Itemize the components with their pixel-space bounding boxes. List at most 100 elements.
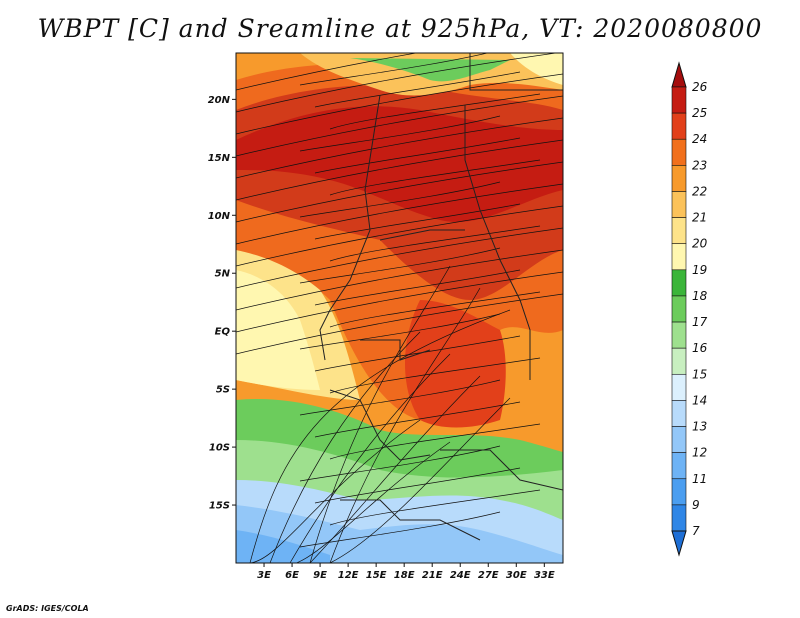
colorbar-label: 17: [692, 315, 708, 329]
colorbar-label: 23: [692, 158, 707, 172]
colorbar-label: 20: [692, 237, 708, 251]
colorbar-label: 9: [692, 498, 700, 512]
streamline: [314, 335, 521, 372]
streamline: [329, 291, 541, 328]
lon-tick-label: 21E: [422, 570, 443, 581]
streamline: [314, 269, 521, 306]
streamline: [314, 203, 521, 240]
streamline: [299, 53, 489, 86]
lat-tick-label: EQ: [215, 327, 231, 338]
footer-credit: GrADS: IGES/COLA: [6, 604, 89, 613]
colorbar-label: 12: [692, 446, 707, 460]
colorbar-box: [671, 86, 687, 114]
colorbar-label: 16: [692, 341, 708, 355]
streamline: [236, 73, 563, 135]
lon-tick-label: 33E: [534, 570, 555, 581]
colorbar-min-arrow: [671, 530, 687, 557]
lon-tick-label: 9E: [313, 570, 327, 581]
streamline: [309, 375, 481, 563]
latitude-axis: 20N 15N 10N 5N EQ 5S 10S 15S: [208, 95, 236, 512]
streamline: [236, 117, 563, 179]
colorbar-label: 26: [692, 80, 708, 94]
colorbar-box: [671, 165, 687, 192]
streamline: [236, 95, 563, 157]
colorbar-box: [671, 295, 687, 323]
streamline: [236, 161, 563, 223]
streamline: [314, 71, 521, 108]
lon-tick-label: 18E: [394, 570, 415, 581]
lat-tick-label: 15N: [208, 153, 231, 164]
lon-tick-label: 24E: [450, 570, 471, 581]
lon-tick-label: 6E: [285, 570, 299, 581]
colorbar-box: [671, 478, 687, 506]
lat-tick-label: 15S: [209, 501, 230, 512]
colorbar-box: [671, 400, 687, 427]
streamline: [329, 225, 541, 262]
lat-tick-label: 20N: [208, 95, 231, 106]
lon-tick-label: 12E: [338, 570, 359, 581]
streamline: [329, 397, 511, 563]
colorbar-box: [671, 321, 687, 349]
streamline: [236, 53, 559, 113]
colorbar-box: [671, 138, 687, 166]
lat-tick-label: 5S: [216, 385, 230, 396]
colorbar-box: [671, 269, 687, 297]
colorbar-label: 14: [692, 393, 707, 407]
colorbar-label: 7: [692, 524, 700, 538]
streamline: [270, 441, 451, 563]
streamline: [329, 159, 541, 196]
lon-tick-label: 3E: [257, 570, 271, 581]
colorbar-max-arrow: [671, 61, 687, 88]
lat-tick-label: 10N: [208, 211, 231, 222]
colorbar: 7 9 11 12 13 14 15 16 17 18 19 20 21 22 23 24 25 26: [671, 61, 708, 557]
colorbar-box: [671, 373, 687, 401]
wbpt-field: [236, 53, 563, 563]
streamline: [236, 53, 419, 91]
longitude-axis: 3E 6E 9E 12E 15E 18E 21E 24E 27E 30E 33E: [257, 563, 555, 581]
colorbar-box: [671, 217, 687, 245]
streamline: [299, 379, 501, 416]
streamlines: [236, 53, 563, 563]
map-title: WBPT [C] and Sreamline at 925hPa, VT: 20…: [37, 14, 763, 43]
streamline: [289, 353, 451, 563]
colorbar-box: [671, 347, 687, 375]
streamline: [236, 205, 563, 267]
country-borders: [319, 53, 563, 541]
streamline: [299, 511, 501, 548]
streamline: [236, 249, 563, 311]
colorbar-label: 25: [692, 106, 707, 120]
streamline: [236, 227, 563, 289]
streamline: [329, 489, 541, 526]
colorbar-label: 24: [692, 132, 707, 146]
streamline: [329, 287, 481, 563]
lon-tick-label: 27E: [478, 570, 499, 581]
streamline: [299, 247, 501, 284]
streamline: [236, 293, 563, 355]
colorbar-box: [671, 191, 687, 218]
lat-tick-label: 10S: [209, 443, 230, 454]
colorbar-label: 19: [692, 263, 707, 277]
lon-tick-label: 15E: [366, 570, 387, 581]
colorbar-box: [671, 426, 687, 453]
streamline: [236, 139, 563, 201]
plot-frame: [235, 52, 564, 564]
streamline: [314, 137, 521, 174]
colorbar-label: 21: [692, 211, 707, 225]
colorbar-label: 13: [692, 420, 707, 434]
colorbar-label: 18: [692, 289, 708, 303]
lon-tick-label: 30E: [506, 570, 527, 581]
colorbar-box: [671, 243, 687, 271]
streamline: [314, 467, 521, 504]
colorbar-box: [671, 112, 687, 140]
colorbar-label: 15: [692, 367, 707, 381]
streamline: [249, 309, 511, 563]
colorbar-label: 11: [692, 472, 707, 486]
streamline: [269, 331, 421, 563]
streamline: [299, 181, 501, 218]
streamline: [329, 357, 541, 394]
streamline: [329, 423, 541, 460]
streamline: [314, 401, 521, 438]
streamline: [329, 93, 541, 130]
colorbar-label: 22: [692, 184, 707, 198]
